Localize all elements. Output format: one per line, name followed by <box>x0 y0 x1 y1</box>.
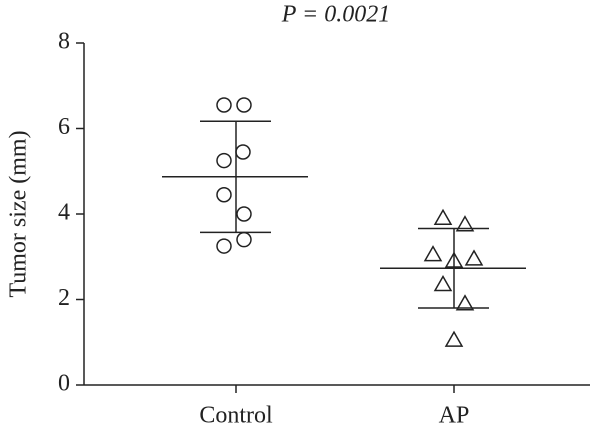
data-point <box>444 330 464 347</box>
data-point <box>236 97 252 113</box>
data-point <box>464 249 484 266</box>
data-point <box>455 215 475 232</box>
data-point <box>216 152 232 169</box>
chart-title: P = 0.0021 <box>281 2 390 28</box>
data-point <box>236 231 252 248</box>
y-tick-label: 0 <box>58 371 70 397</box>
data-point <box>423 245 443 262</box>
data-point <box>216 97 232 113</box>
y-tick-label: 4 <box>58 200 70 226</box>
data-point <box>235 144 251 160</box>
x-tick-label: Control <box>199 403 273 429</box>
data-point <box>433 208 453 226</box>
y-tick-label: 2 <box>58 285 70 311</box>
y-axis-label: Tumor size (mm) <box>6 130 32 297</box>
y-tick-label: 8 <box>58 29 70 55</box>
x-tick-label: AP <box>439 403 470 429</box>
y-tick-label: 6 <box>58 114 70 140</box>
data-point <box>236 206 252 222</box>
data-point <box>216 238 232 254</box>
data-point <box>433 275 453 292</box>
data-point <box>455 294 475 311</box>
data-point <box>216 187 232 203</box>
